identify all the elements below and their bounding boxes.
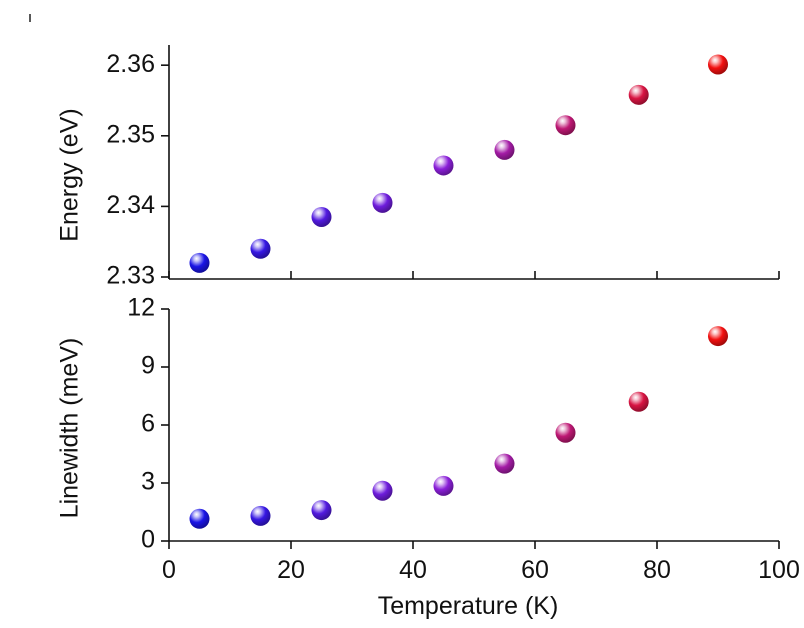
- x-tick-label: 20: [277, 556, 305, 584]
- x-tick-label: 0: [162, 556, 176, 584]
- energy-y-tick-label: 2.36: [106, 50, 155, 78]
- linewidth-data-point: [189, 508, 210, 529]
- energy-x-ticks: [168, 271, 780, 279]
- linewidth-y-tick-label: 0: [141, 526, 155, 554]
- linewidth-data-point: [708, 326, 728, 347]
- energy-data-point: [311, 206, 332, 227]
- x-tick-label: 60: [521, 556, 549, 584]
- linewidth-x-ticks: 0 20 40 60 80 100: [162, 541, 800, 584]
- linewidth-data-point: [311, 500, 332, 521]
- linewidth-data-point: [555, 422, 576, 443]
- energy-data-point: [628, 84, 649, 105]
- linewidth-y-ticks: 0 3 6 9 12: [127, 294, 169, 554]
- energy-y-tick-label: 2.33: [106, 262, 155, 290]
- x-axis-title: Temperature (K): [378, 592, 559, 620]
- linewidth-data-point: [628, 391, 649, 412]
- linewidth-y-tick-label: 12: [127, 294, 155, 322]
- energy-panel: 2.33 2.34 2.35 2.36 Energy (eV): [56, 45, 780, 290]
- x-tick-label: 80: [643, 556, 671, 584]
- energy-data-point: [372, 192, 393, 213]
- linewidth-data-point: [372, 480, 393, 501]
- energy-data-point: [708, 54, 728, 75]
- x-tick-label: 40: [399, 556, 427, 584]
- energy-y-tick-label: 2.35: [106, 120, 155, 148]
- linewidth-y-tick-label: 6: [141, 410, 155, 438]
- energy-data-point: [433, 155, 454, 176]
- linewidth-points: [189, 326, 728, 529]
- energy-data-point: [250, 238, 271, 259]
- linewidth-panel: 0 3 6 9 12 0 20 40 60 80 100 Linewidth (meV): [56, 294, 800, 584]
- linewidth-data-point: [250, 505, 271, 526]
- energy-data-point: [189, 252, 210, 273]
- x-tick-label: 100: [758, 556, 800, 584]
- energy-y-axis-title: Energy (eV): [56, 108, 84, 241]
- energy-data-point: [555, 115, 576, 136]
- linewidth-data-point: [494, 453, 515, 474]
- energy-y-tick-label: 2.34: [106, 191, 155, 219]
- energy-data-point: [494, 139, 515, 160]
- linewidth-y-tick-label: 9: [141, 352, 155, 380]
- energy-y-ticks: 2.33 2.34 2.35 2.36: [106, 50, 169, 290]
- linewidth-y-tick-label: 3: [141, 468, 155, 496]
- energy-points: [189, 54, 728, 273]
- linewidth-data-point: [433, 475, 454, 496]
- linewidth-y-axis-title: Linewidth (meV): [56, 338, 84, 519]
